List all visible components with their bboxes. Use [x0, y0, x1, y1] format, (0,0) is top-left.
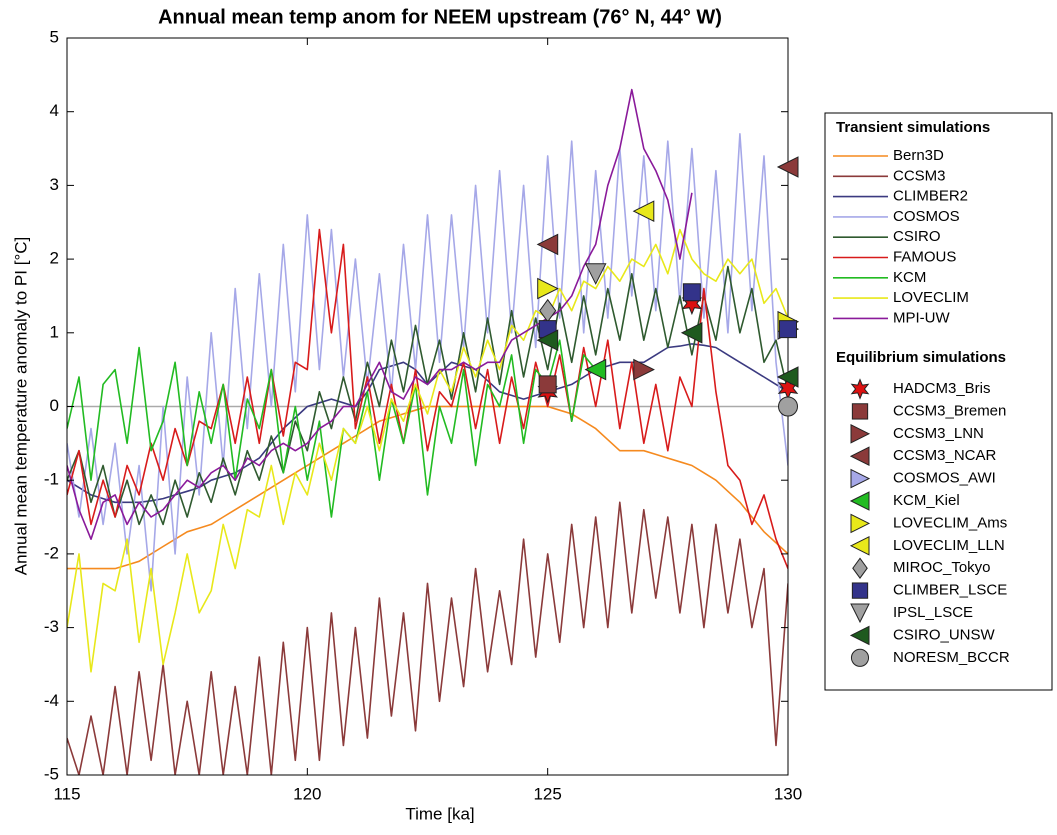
y-tick-label: -3	[44, 617, 59, 636]
y-tick-label: 1	[50, 322, 59, 341]
legend-marker	[850, 513, 871, 534]
series-line	[67, 228, 788, 673]
series-line	[67, 133, 788, 592]
marker	[680, 321, 703, 344]
legend-marker	[849, 491, 870, 511]
marker	[584, 358, 607, 381]
legend-marker	[850, 603, 870, 624]
x-tick-label: 120	[293, 784, 321, 803]
y-tick-label: -5	[44, 764, 59, 783]
y-tick-label: -2	[44, 543, 59, 562]
marker	[538, 375, 557, 394]
x-tick-label: 115	[53, 784, 80, 803]
legend-label: CLIMBER_LSCE	[893, 582, 1007, 599]
legend-label: CCSM3	[893, 167, 946, 184]
legend-marker	[851, 403, 869, 420]
legend-label: CSIRO	[893, 228, 941, 245]
y-tick-label: 4	[50, 101, 59, 120]
series-line	[67, 265, 788, 526]
y-tick-label: 0	[50, 396, 59, 415]
plot-area	[67, 88, 788, 775]
legend-label: CCSM3_NCAR	[893, 447, 997, 464]
chart-title: Annual mean temp anom for NEEM upstream …	[158, 6, 722, 28]
marker	[778, 396, 798, 417]
marker	[584, 263, 607, 285]
marker	[536, 233, 559, 256]
y-tick-label: 5	[50, 27, 59, 46]
x-axis-label: Time [ka]	[405, 804, 474, 823]
legend-label: NORESM_BCCR	[893, 649, 1010, 666]
marker	[776, 366, 799, 388]
y-tick-label: -4	[44, 691, 59, 710]
marker	[537, 277, 559, 300]
y-tick-label: 2	[50, 249, 59, 268]
marker	[632, 200, 655, 223]
legend-marker	[850, 423, 871, 444]
legend-label: CCSM3_LNN	[893, 425, 984, 442]
legend-marker	[850, 468, 871, 489]
marker	[776, 156, 799, 178]
legend-heading: Equilibrium simulations	[836, 349, 1006, 366]
series-line	[67, 228, 788, 569]
x-tick-label: 125	[533, 784, 561, 803]
legend-marker	[852, 557, 868, 579]
marker	[779, 320, 797, 339]
legend-marker	[850, 648, 870, 667]
legend-marker	[849, 625, 870, 646]
legend-label: CLIMBER2	[893, 188, 968, 205]
series-line	[67, 88, 693, 540]
marker	[681, 291, 703, 316]
legend-label: HADCM3_Bris	[893, 380, 991, 397]
legend-marker	[849, 535, 870, 556]
legend-label: LOVECLIM_LLN	[893, 537, 1005, 554]
marker	[536, 329, 559, 352]
legend-label: CCSM3_Bremen	[893, 402, 1006, 419]
series-line	[67, 339, 597, 518]
legend-marker	[849, 446, 870, 467]
y-axis-label: Annual mean temperature anomaly to PI [°…	[11, 237, 30, 575]
legend-label: FAMOUS	[893, 248, 956, 265]
legend-marker	[850, 378, 870, 400]
marker	[633, 358, 655, 381]
legend-label: KCM_Kiel	[893, 492, 960, 509]
legend-heading: Transient simulations	[836, 119, 990, 136]
legend-label: COSMOS_AWI	[893, 470, 996, 487]
x-tick-label: 130	[774, 784, 802, 803]
legend-label: LOVECLIM_Ams	[893, 514, 1007, 531]
legend-label: MPI-UW	[893, 309, 950, 326]
legend-label: Bern3D	[893, 147, 944, 164]
y-tick-label: -1	[44, 470, 59, 489]
legend-label: COSMOS	[893, 208, 960, 225]
series-line	[67, 501, 788, 775]
legend-label: IPSL_LSCE	[893, 604, 973, 621]
y-tick-label: 3	[50, 175, 59, 194]
legend-label: CSIRO_UNSW	[893, 626, 996, 643]
legend-label: MIROC_Tokyo	[893, 559, 991, 576]
legend-marker	[851, 582, 869, 599]
marker	[682, 283, 701, 302]
legend-label: LOVECLIM	[893, 289, 969, 306]
series-line	[67, 405, 788, 570]
legend-label: KCM	[893, 269, 926, 286]
